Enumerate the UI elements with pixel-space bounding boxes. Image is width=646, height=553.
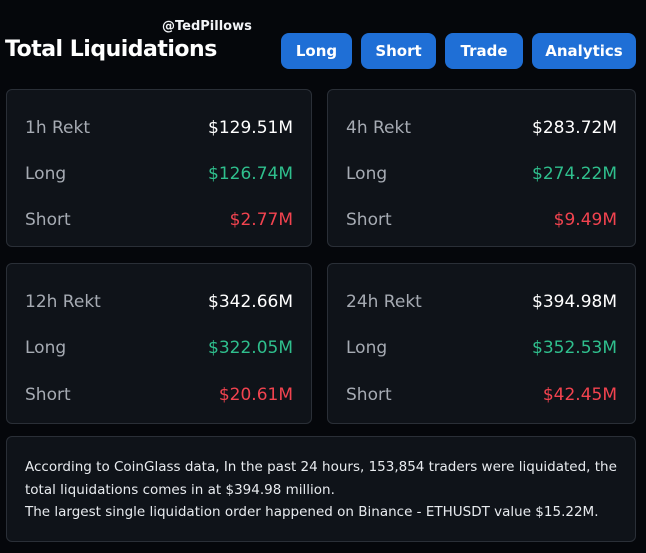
rekt-short-row: Short $2.77M: [25, 208, 293, 232]
short-label: Short: [346, 385, 392, 405]
long-value: $126.74M: [208, 164, 293, 184]
rekt-short-row: Short $9.49M: [346, 208, 617, 232]
long-label: Long: [25, 164, 67, 184]
short-label: Short: [25, 385, 71, 405]
short-value: $20.61M: [218, 385, 293, 405]
rekt-short-row: Short $42.45M: [346, 383, 617, 407]
long-value: $274.22M: [532, 164, 617, 184]
summary-text-line1: According to CoinGlass data, In the past…: [25, 459, 617, 498]
short-value: $2.77M: [229, 210, 293, 230]
rekt-period-label: 24h Rekt: [346, 292, 422, 312]
short-value: $9.49M: [553, 210, 617, 230]
long-value: $322.05M: [208, 338, 293, 358]
rekt-total-value: $283.72M: [532, 118, 617, 138]
long-label: Long: [346, 164, 388, 184]
summary-text-line2: The largest single liquidation order hap…: [25, 504, 599, 520]
long-value: $352.53M: [532, 338, 617, 358]
rekt-total-row: 1h Rekt $129.51M: [25, 116, 293, 140]
rekt-card-1h: 1h Rekt $129.51M Long $126.74M Short $2.…: [6, 89, 312, 247]
watermark: @TedPillows: [162, 19, 252, 34]
rekt-card-24h: 24h Rekt $394.98M Long $352.53M Short $4…: [327, 263, 636, 424]
rekt-card-12h: 12h Rekt $342.66M Long $322.05M Short $2…: [6, 263, 312, 424]
short-label: Short: [25, 210, 71, 230]
rekt-long-row: Long $274.22M: [346, 162, 617, 186]
rekt-total-row: 24h Rekt $394.98M: [346, 290, 617, 314]
rekt-short-row: Short $20.61M: [25, 383, 293, 407]
rekt-long-row: Long $126.74M: [25, 162, 293, 186]
rekt-total-value: $129.51M: [208, 118, 293, 138]
rekt-total-row: 4h Rekt $283.72M: [346, 116, 617, 140]
long-label: Long: [346, 338, 388, 358]
analytics-button[interactable]: Analytics: [532, 33, 636, 69]
rekt-period-label: 1h Rekt: [25, 118, 91, 138]
rekt-long-row: Long $322.05M: [25, 336, 293, 360]
short-label: Short: [346, 210, 392, 230]
rekt-long-row: Long $352.53M: [346, 336, 617, 360]
long-button[interactable]: Long: [281, 33, 352, 69]
rekt-period-label: 4h Rekt: [346, 118, 412, 138]
short-value: $42.45M: [542, 385, 617, 405]
long-label: Long: [25, 338, 67, 358]
rekt-card-4h: 4h Rekt $283.72M Long $274.22M Short $9.…: [327, 89, 636, 247]
liquidation-summary: According to CoinGlass data, In the past…: [6, 436, 636, 542]
rekt-period-label: 12h Rekt: [25, 292, 101, 312]
rekt-total-value: $394.98M: [532, 292, 617, 312]
short-button[interactable]: Short: [361, 33, 436, 69]
rekt-total-row: 12h Rekt $342.66M: [25, 290, 293, 314]
trade-button[interactable]: Trade: [445, 33, 523, 69]
page-title: Total Liquidations: [5, 37, 217, 62]
rekt-total-value: $342.66M: [208, 292, 293, 312]
